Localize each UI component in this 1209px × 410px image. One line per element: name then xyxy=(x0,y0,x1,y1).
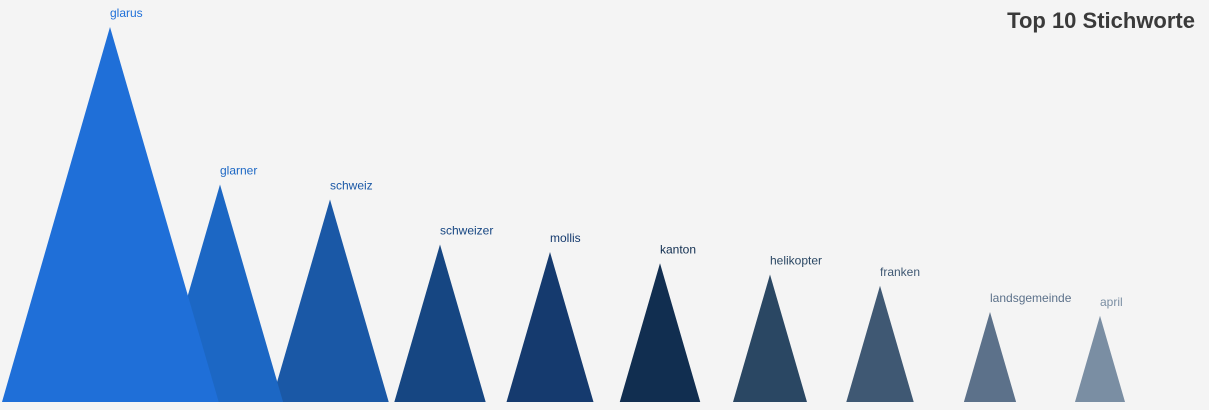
peak-label-glarus: glarus xyxy=(110,6,143,20)
peak-schweiz xyxy=(271,199,389,402)
peak-label-franken: franken xyxy=(880,265,920,279)
peak-april xyxy=(1074,315,1126,402)
peak-label-kanton: kanton xyxy=(660,242,696,256)
peak-kanton xyxy=(619,263,701,402)
peak-helikopter xyxy=(733,274,807,402)
chart-title: Top 10 Stichworte xyxy=(1007,8,1195,33)
peak-label-april: april xyxy=(1100,295,1123,309)
peak-glarus xyxy=(2,27,219,402)
peak-label-mollis: mollis xyxy=(550,231,581,245)
peak-landsgemeinde xyxy=(963,312,1017,402)
peak-label-helikopter: helikopter xyxy=(770,254,822,268)
peak-label-landsgemeinde: landsgemeinde xyxy=(990,291,1072,305)
peak-franken xyxy=(846,285,914,402)
peak-mollis xyxy=(506,252,594,402)
peak-label-glarner: glarner xyxy=(220,164,257,178)
peak-schweizer xyxy=(394,244,486,402)
peak-label-schweizer: schweizer xyxy=(440,224,493,238)
peak-label-schweiz: schweiz xyxy=(330,179,373,193)
